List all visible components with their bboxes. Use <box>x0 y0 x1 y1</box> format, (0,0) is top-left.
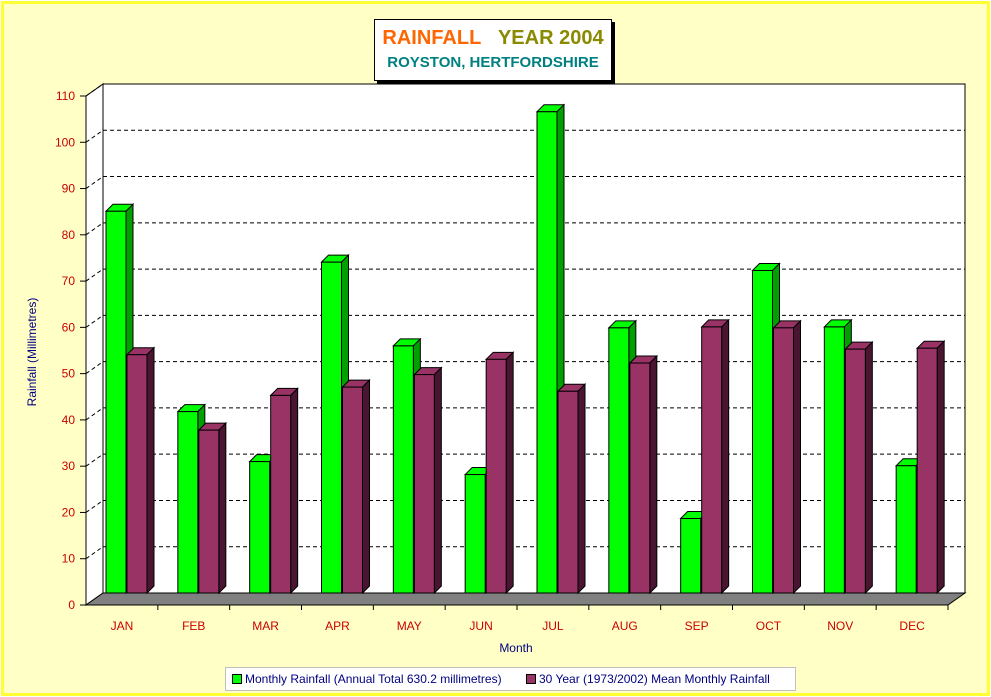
bar-monthly-oct <box>752 269 773 594</box>
gridline-side <box>85 222 104 236</box>
legend-item-mean: 30 Year (1973/2002) Mean Monthly Rainfal… <box>526 672 770 686</box>
bar-mean-aug <box>629 362 651 594</box>
bar-mean-dec-side <box>936 340 945 595</box>
gridline-side <box>85 407 104 421</box>
bar-mean-sep-side <box>721 318 730 595</box>
floor <box>84 592 967 606</box>
x-tick-label: MAR <box>252 619 279 633</box>
bar-mean-oct <box>773 327 794 594</box>
bar-mean-dec <box>916 347 938 594</box>
bar-monthly-jul <box>536 111 558 594</box>
x-tick-label: JUN <box>469 619 492 633</box>
y-tick-label: 30 <box>62 459 76 473</box>
bar-monthly-feb <box>177 411 199 594</box>
bar-monthly-jan <box>105 210 127 594</box>
y-tick-label: 100 <box>55 135 75 149</box>
bar-mean-sep <box>701 326 723 594</box>
bar-mean-jul <box>557 390 579 594</box>
gridline-side <box>85 268 104 282</box>
bar-mean-may <box>413 374 435 594</box>
bar-monthly-nov <box>823 326 845 594</box>
bar-monthly-apr <box>321 261 342 594</box>
gridline-side <box>85 129 104 143</box>
x-tick-label: NOV <box>827 619 853 633</box>
y-tick-label: 50 <box>62 367 76 381</box>
legend-label-monthly: Monthly Rainfall (Annual Total 630.2 mil… <box>245 672 502 686</box>
bar-mean-nov <box>844 348 866 594</box>
x-tick-label: JAN <box>111 619 134 633</box>
bar-monthly-mar <box>249 461 271 594</box>
x-tick-label: APR <box>325 619 350 633</box>
bar-mean-may-side <box>433 366 442 595</box>
chart-title-main: RAINFALL <box>382 27 482 49</box>
bar-monthly-may <box>392 345 414 594</box>
bar-mean-aug-side <box>649 354 658 595</box>
y-tick-label: 70 <box>62 274 76 288</box>
y-tick-label: 60 <box>62 320 76 334</box>
x-tick-label: DEC <box>899 619 925 633</box>
x-axis-label: Month <box>499 641 532 655</box>
gridline-side <box>85 176 104 189</box>
bar-mean-feb-side <box>218 421 227 595</box>
y-tick-label: 110 <box>56 89 75 103</box>
gridline-side <box>85 361 104 375</box>
bar-mean-jul-side <box>577 383 586 595</box>
bar-mean-oct-side <box>793 319 801 595</box>
x-tick-label: OCT <box>756 619 782 633</box>
y-axis-label: Rainfall (Millimetres) <box>25 298 39 407</box>
bar-mean-apr <box>342 386 363 594</box>
legend-swatch-mean <box>526 674 536 684</box>
y-tick-label: 90 <box>62 182 76 196</box>
legend-item-monthly: Monthly Rainfall (Annual Total 630.2 mil… <box>232 672 502 686</box>
x-tick-label: SEP <box>685 619 709 633</box>
bar-mean-apr-side <box>362 378 370 595</box>
gridline-side <box>85 500 104 513</box>
legend-swatch-monthly <box>232 674 242 684</box>
bar-mean-jun <box>485 358 507 594</box>
legend: Monthly Rainfall (Annual Total 630.2 mil… <box>225 667 796 691</box>
chart-title-box: RAINFALL YEAR 2004 ROYSTON, HERTFORDSHIR… <box>374 19 612 81</box>
x-tick-label: MAY <box>397 619 422 633</box>
bar-monthly-jun <box>464 474 486 594</box>
bar-mean-jan <box>126 354 148 594</box>
legend-label-mean: 30 Year (1973/2002) Mean Monthly Rainfal… <box>539 672 770 686</box>
x-tick-label: FEB <box>182 619 205 633</box>
bar-mean-nov-side <box>864 340 873 595</box>
gridline-side <box>85 546 104 560</box>
chart-title: RAINFALL YEAR 2004 <box>375 27 611 50</box>
bar-monthly-aug <box>608 327 630 594</box>
y-tick-label: 40 <box>62 413 76 427</box>
chart-title-year: YEAR 2004 <box>497 27 604 49</box>
x-tick-label: JUL <box>542 619 564 633</box>
gridline-side <box>85 83 104 97</box>
y-tick-label: 80 <box>62 228 76 242</box>
bar-mean-feb <box>198 429 220 594</box>
gridline-side <box>85 314 104 328</box>
gridline-side <box>85 453 104 467</box>
bar-mean-mar-side <box>290 387 299 595</box>
bar-monthly-sep <box>680 518 702 594</box>
bar-monthly-dec <box>895 465 917 594</box>
chart-subtitle: ROYSTON, HERTFORDSHIRE <box>387 54 599 71</box>
bar-mean-jan-side <box>146 346 155 595</box>
y-tick-label: 20 <box>62 505 76 519</box>
bar-mean-mar <box>270 394 292 594</box>
bar-mean-jun-side <box>505 351 514 595</box>
y-tick-label: 0 <box>68 598 75 612</box>
x-tick-label: AUG <box>612 619 638 633</box>
y-tick-label: 10 <box>62 552 76 566</box>
side-wall <box>85 83 104 606</box>
